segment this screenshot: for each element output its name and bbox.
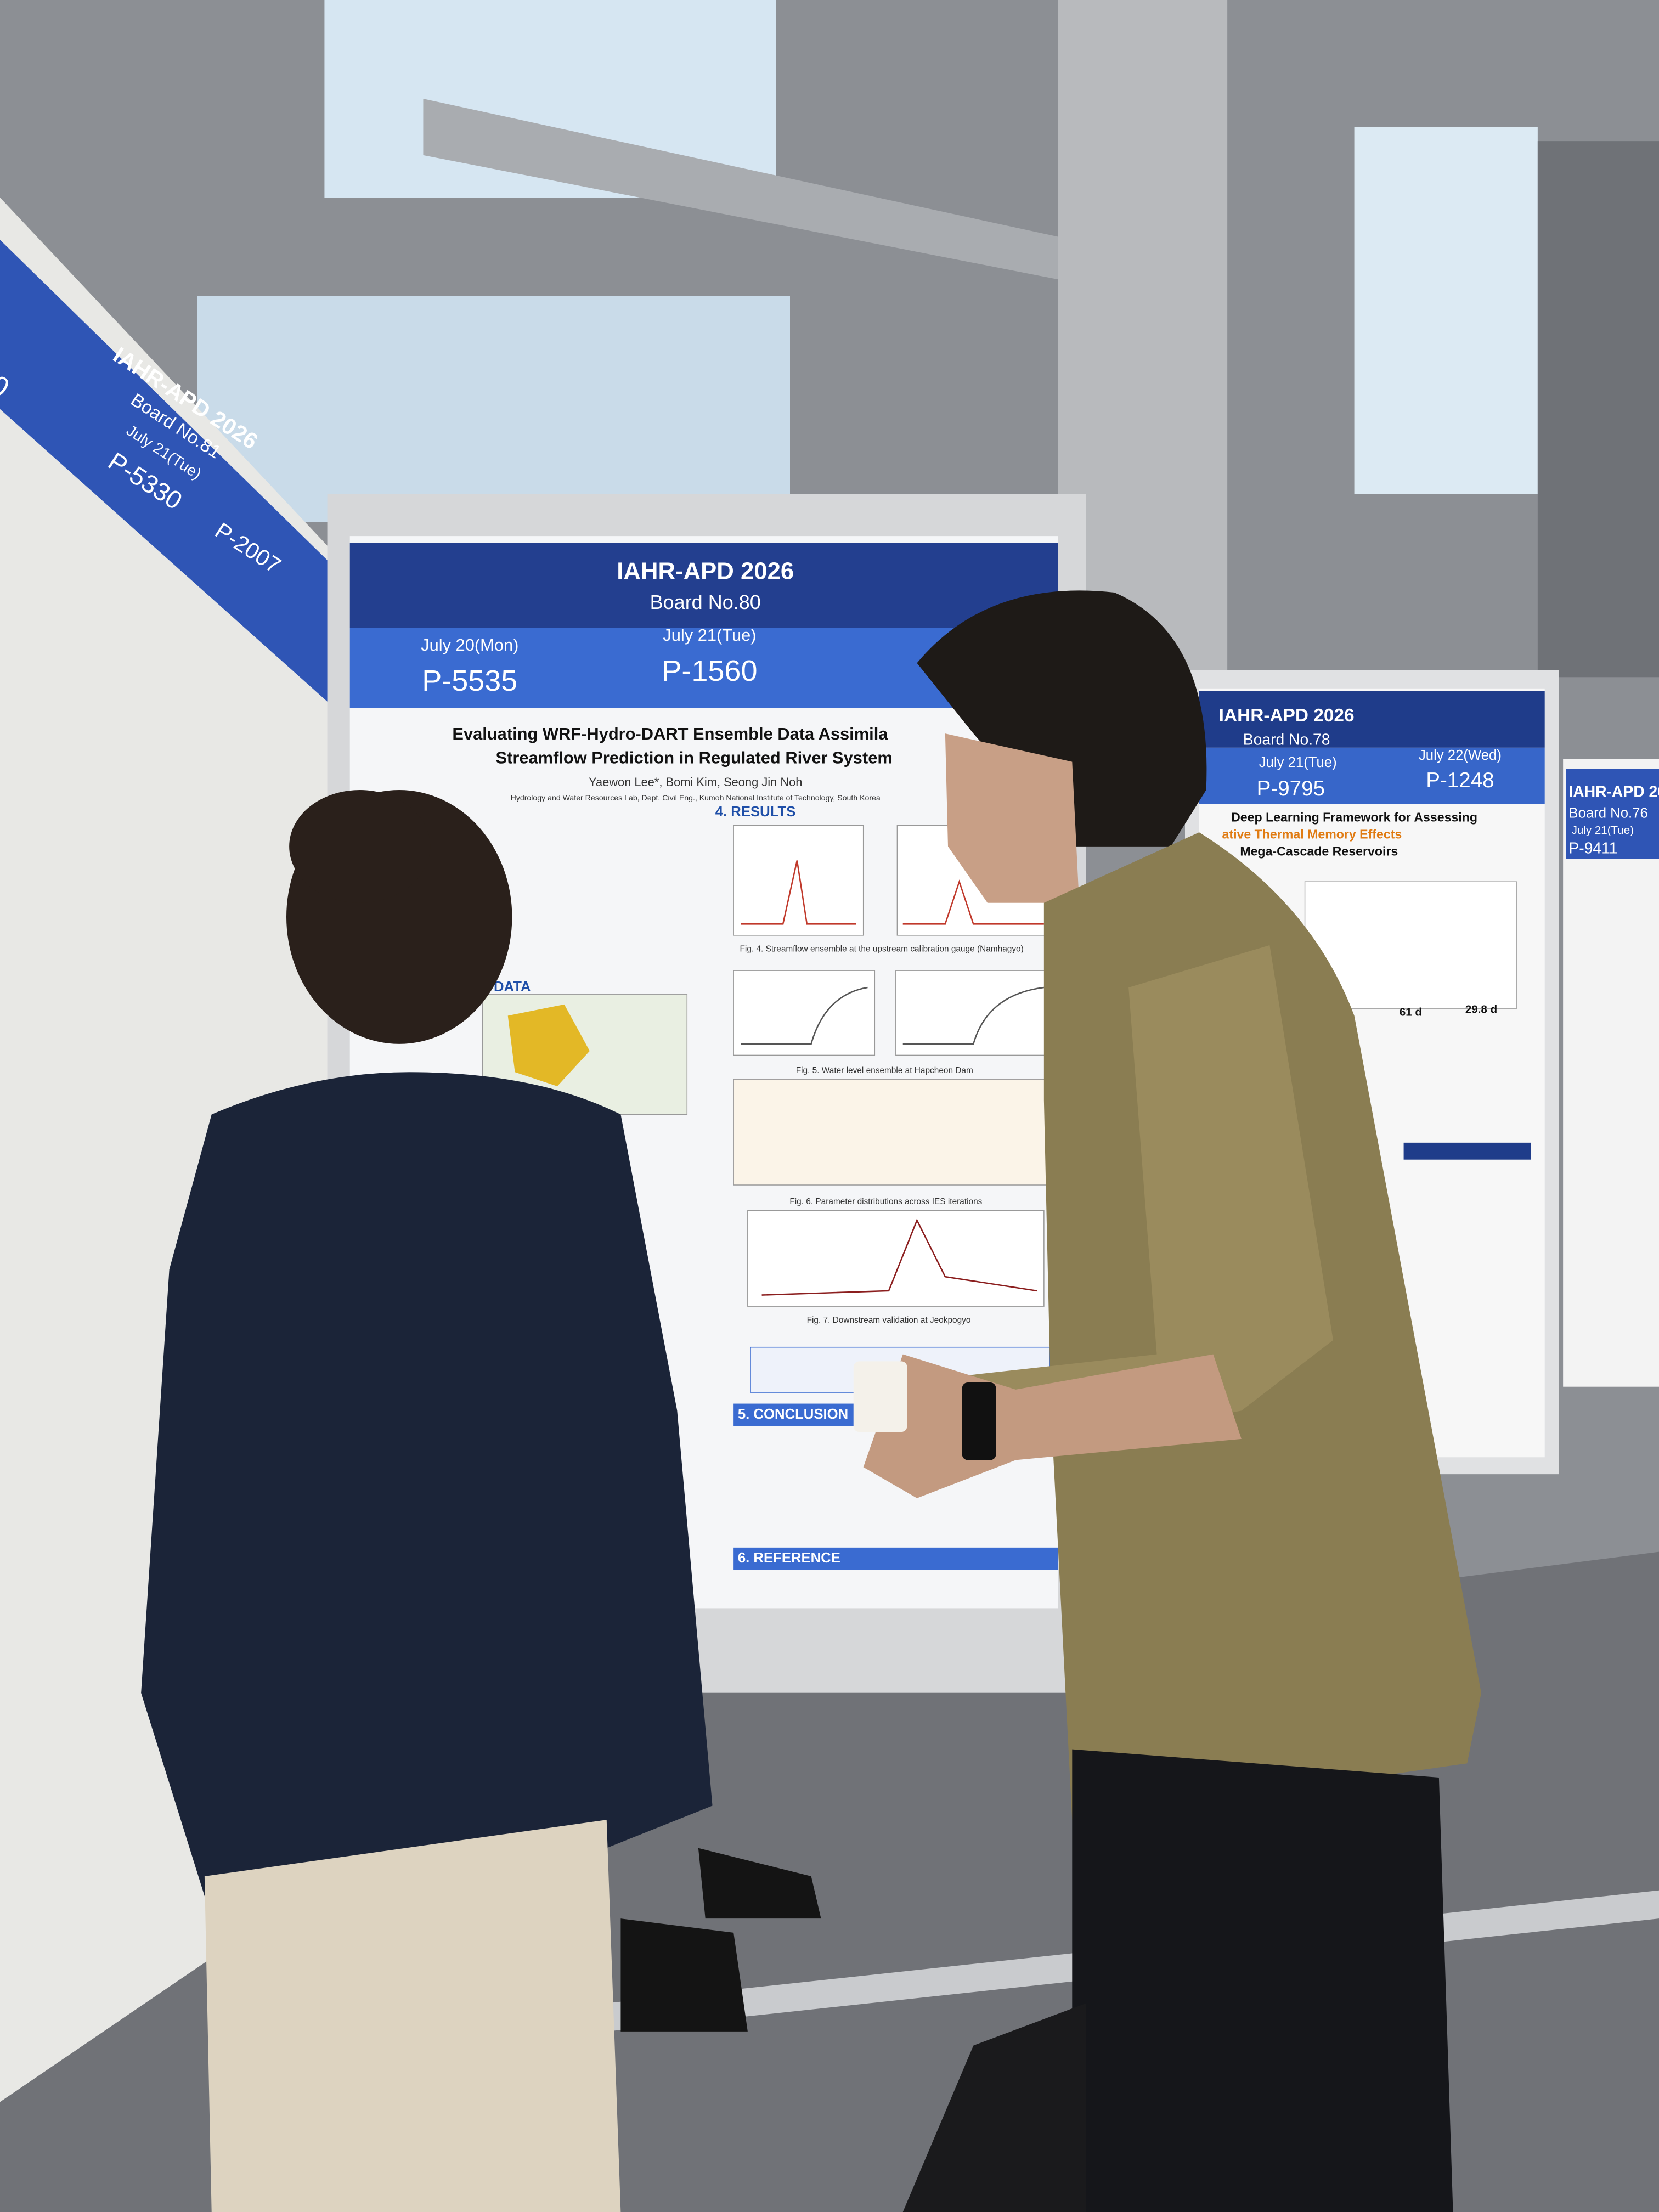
shoe — [620, 1918, 748, 2032]
wall — [1537, 141, 1659, 678]
figure-value: 29.8 d — [1465, 1003, 1497, 1016]
board-number: Board No.80 — [650, 591, 761, 613]
poster-title: Streamflow Prediction in Regulated River… — [495, 748, 892, 768]
figure-caption: Fig. 7. Downstream validation at Jeokpog… — [807, 1316, 971, 1325]
shoe — [698, 1848, 821, 1919]
hair-bun — [289, 790, 431, 903]
figure-caption: Fig. 4. Streamflow ensemble at the upstr… — [740, 945, 1024, 954]
right-header — [1199, 691, 1545, 748]
poster-title: Evaluating WRF-Hydro-DART Ensemble Data … — [452, 724, 888, 743]
slot-date: July 21(Tue) — [663, 625, 756, 645]
slot-code: P-1560 — [662, 654, 757, 687]
watch — [962, 1383, 996, 1460]
slot-code: P-9411 — [1568, 839, 1617, 856]
left-board-header — [0, 240, 332, 706]
beam — [423, 99, 1073, 283]
board-event: IAHR-APD 2026 — [1219, 706, 1355, 726]
slot-date: July 21(Tue) — [1572, 824, 1634, 837]
section-bar — [733, 1547, 1058, 1570]
board-number: Board No.78 — [1243, 730, 1330, 748]
jacket — [141, 1072, 713, 1919]
figure-curve — [761, 1218, 1037, 1296]
poster-authors: Yaewon Lee*, Bomi Kim, Seong Jin Noh — [589, 775, 802, 789]
poster-title: Mega-Cascade Reservoirs — [1240, 844, 1398, 858]
section-heading: 5. CONCLUSION — [738, 1407, 848, 1422]
right-header-band — [1199, 747, 1545, 804]
board-event: IAHR-APD 2026 — [1568, 783, 1659, 800]
figure-curve — [741, 860, 856, 925]
figure-caption: Fig. 6. Parameter distributions across I… — [789, 1197, 982, 1206]
slot-code: P-9795 — [1257, 777, 1325, 800]
section-bar — [1403, 1142, 1531, 1160]
board-number: Board No.76 — [1568, 806, 1647, 821]
poster-affiliation: Hydrology and Water Resources Lab, Dept.… — [511, 793, 881, 802]
forearm — [863, 1354, 1242, 1498]
trousers — [204, 1820, 621, 2212]
main-header — [349, 543, 1058, 628]
poster-title: ative Thermal Memory Effects — [1222, 827, 1402, 841]
hair — [917, 590, 1207, 847]
section-heading: 4. RESULTS — [715, 804, 796, 820]
trousers — [1072, 1749, 1453, 2212]
figure-curve — [902, 879, 1044, 925]
figure-curve — [902, 986, 1045, 1045]
board-event: IAHR-APD 2026 — [617, 558, 794, 585]
cup — [853, 1361, 907, 1432]
figure-curve — [741, 986, 868, 1045]
figure — [733, 1079, 1052, 1186]
bag — [902, 2003, 1086, 2212]
figure-value: 61 d — [1400, 1006, 1422, 1019]
figure — [895, 970, 1052, 1056]
section-heading: 6. REFERENCE — [738, 1550, 840, 1566]
slot-code: P-1248 — [1426, 769, 1494, 792]
figure — [747, 1210, 1045, 1307]
window — [198, 296, 790, 522]
face — [945, 733, 1080, 903]
figure — [733, 825, 864, 936]
section-heading: DATA — [494, 979, 531, 995]
far-right-board — [1563, 759, 1659, 1387]
figure-caption: Fig. 5. Water level ensemble at Hapcheon… — [796, 1066, 973, 1075]
figure — [733, 970, 876, 1056]
far-right-header — [1566, 769, 1659, 859]
window — [1354, 127, 1538, 494]
arm-sleeve — [863, 945, 1333, 1496]
map-basin — [507, 1004, 590, 1086]
poster-title: Deep Learning Framework for Assessing — [1231, 810, 1477, 825]
slot-date: July 21(Tue) — [1259, 755, 1337, 770]
slot-date: July 22(Wed) — [1419, 748, 1502, 763]
slot-date: July 20(Mon) — [421, 635, 518, 654]
slot-code: P-5535 — [422, 664, 517, 697]
